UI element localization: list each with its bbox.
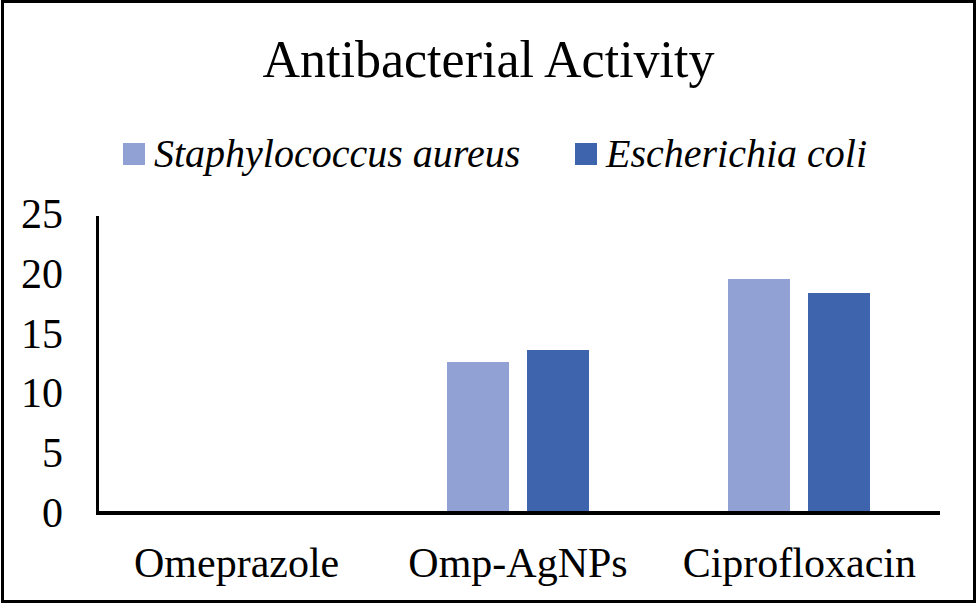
y-tick-label: 10 — [21, 372, 63, 414]
x-axis-line — [96, 511, 940, 515]
x-category-label-omeprazole: Omeprazole — [134, 539, 339, 587]
y-tick-label: 20 — [21, 253, 63, 295]
x-category-label-omp-agnps: Omp-AgNPs — [408, 539, 627, 587]
y-tick-label: 15 — [21, 313, 63, 355]
y-tick-label: 0 — [42, 492, 63, 534]
bar-ciprofloxacin-escherichia-coli — [808, 293, 870, 511]
y-axis-line — [96, 216, 99, 515]
plot-area: 0 5 10 15 20 25 Omeprazole Omp-AgNPs Ciprofloxac… — [0, 0, 977, 606]
bar-omp-agnps-escherichia-coli — [527, 350, 589, 511]
x-category-label-ciprofloxacin: Ciprofloxacin — [683, 539, 916, 587]
y-tick-label: 5 — [42, 432, 63, 474]
bar-ciprofloxacin-staphylococcus-aureus — [728, 279, 790, 511]
bar-omp-agnps-staphylococcus-aureus — [447, 362, 509, 512]
y-tick-label: 25 — [21, 193, 63, 235]
